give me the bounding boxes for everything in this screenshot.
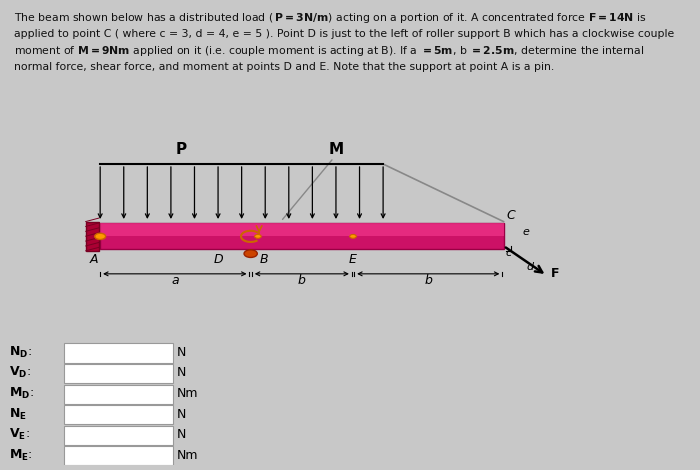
Circle shape: [244, 250, 258, 258]
Text: $\mathbf{M}_\mathbf{E}$:: $\mathbf{M}_\mathbf{E}$:: [9, 447, 33, 462]
FancyBboxPatch shape: [64, 426, 173, 445]
Text: e: e: [523, 227, 530, 236]
Text: D: D: [214, 253, 223, 266]
Text: b: b: [298, 274, 306, 287]
Text: b: b: [424, 274, 432, 287]
Text: N: N: [177, 367, 186, 379]
Circle shape: [94, 233, 106, 240]
Text: d: d: [526, 262, 533, 272]
Text: N: N: [177, 407, 186, 421]
Text: $\mathbf{V}_\mathbf{E}$:: $\mathbf{V}_\mathbf{E}$:: [9, 427, 30, 442]
Text: E: E: [348, 253, 356, 266]
Text: N: N: [177, 346, 186, 359]
FancyBboxPatch shape: [64, 344, 173, 362]
Text: F: F: [551, 266, 559, 280]
Bar: [100, 223, 503, 250]
Text: $\mathbf{N}_\mathbf{E}$: $\mathbf{N}_\mathbf{E}$: [9, 407, 27, 422]
Text: The beam shown below has a distributed load ( $\mathbf{P = 3N/m}$) acting on a p: The beam shown below has a distributed l…: [14, 10, 674, 71]
FancyBboxPatch shape: [64, 405, 173, 424]
FancyBboxPatch shape: [64, 384, 173, 404]
Text: N: N: [177, 428, 186, 441]
Text: A: A: [90, 253, 98, 266]
Text: a: a: [171, 274, 178, 287]
Circle shape: [255, 235, 261, 238]
Text: $\mathbf{N}_\mathbf{D}$:: $\mathbf{N}_\mathbf{D}$:: [9, 345, 32, 360]
Text: $\mathbf{M}_\mathbf{D}$:: $\mathbf{M}_\mathbf{D}$:: [9, 386, 34, 401]
Text: C: C: [507, 209, 515, 222]
Text: $\mathbf{V}_\mathbf{D}$:: $\mathbf{V}_\mathbf{D}$:: [9, 365, 32, 381]
Circle shape: [350, 235, 356, 238]
FancyBboxPatch shape: [64, 446, 173, 465]
Text: c: c: [505, 249, 512, 259]
Text: Nm: Nm: [177, 449, 199, 462]
Text: Nm: Nm: [177, 387, 199, 400]
FancyBboxPatch shape: [64, 364, 173, 383]
Bar: [85, 222, 99, 251]
Bar: [100, 223, 503, 235]
Text: B: B: [260, 253, 268, 266]
Text: P: P: [176, 142, 186, 157]
Text: M: M: [329, 142, 344, 157]
